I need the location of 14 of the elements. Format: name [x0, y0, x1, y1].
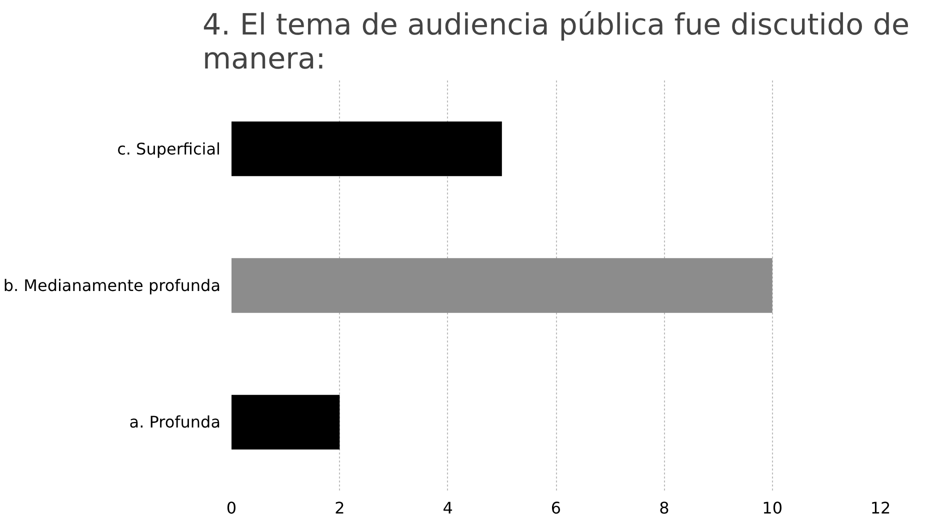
x-tick-label: 4: [442, 498, 453, 518]
y-tick-label: b. Medianamente profunda: [3, 276, 221, 295]
y-tick-label: c. Superficial: [117, 139, 221, 158]
x-tick-label: 10: [762, 498, 783, 518]
bar: [232, 258, 772, 313]
x-tick-label: 8: [659, 498, 670, 518]
bar: [232, 394, 340, 450]
y-tick-label: a. Profunda: [129, 412, 220, 432]
x-tick-label: 12: [870, 498, 891, 518]
x-tick-label: 2: [334, 498, 345, 518]
bar: [232, 122, 502, 176]
x-tick-label: 0: [226, 498, 237, 518]
x-tick-label: 6: [550, 498, 562, 518]
chart-title: 4. El tema de audiencia pública fue discutido de manera:: [202, 8, 910, 76]
